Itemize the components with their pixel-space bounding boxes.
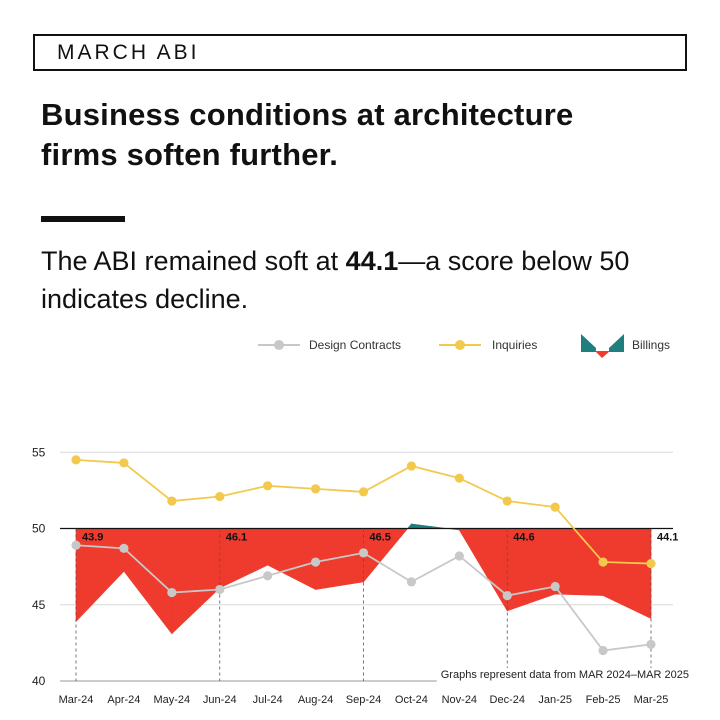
y-tick-40: 40: [32, 674, 46, 688]
contracts-point-Feb-25: [598, 645, 608, 656]
headline: Business conditions at architecture firm…: [41, 95, 691, 175]
contracts-point-May-24: [167, 587, 177, 598]
legend-billings-mark-left: [581, 334, 596, 352]
contracts-point-Oct-24: [406, 577, 417, 587]
x-tick-Feb-25: Feb-25: [586, 694, 621, 706]
billings-label-Sep-24: 46.5: [370, 532, 391, 544]
inquiries-point-Aug-24: [310, 484, 321, 494]
abi-chart: Design Contracts Inquiries Billings 40 45 50 5…: [32, 334, 693, 706]
y-tick-50: 50: [32, 522, 46, 536]
inquiries-point-Dec-24: [502, 496, 512, 506]
contracts-point-Aug-24: [310, 557, 321, 567]
dek-pre: The ABI remained soft at: [41, 246, 346, 276]
contracts-point-Dec-24: [502, 591, 512, 601]
billings-label-Dec-24: 44.6: [513, 532, 534, 544]
dek: The ABI remained soft at 44.1—a score be…: [41, 242, 701, 318]
inquiries-point-Jan-25: [550, 502, 560, 512]
chart-note-background: [436, 668, 693, 682]
inquiries-point-Mar-25: [646, 558, 656, 569]
contracts-point-Jun-24: [215, 584, 225, 595]
inquiries-point-Jul-24: [263, 481, 273, 491]
x-tick-Jul-24: Jul-24: [253, 694, 283, 706]
x-tick-Mar-25: Mar-25: [634, 694, 669, 706]
legend-billings-mark-down: [595, 351, 610, 358]
billings-label-Jun-24: 46.1: [226, 532, 247, 544]
x-tick-Jan-25: Jan-25: [538, 694, 572, 706]
contracts-point-Jul-24: [263, 571, 273, 581]
dek-post: —a score below 50 indicates decline.: [41, 246, 630, 314]
billings-label-Mar-25: 44.1: [657, 532, 678, 544]
billings-area-1: [123, 528, 173, 635]
x-tick-Aug-24: Aug-24: [298, 694, 333, 706]
legend-inquiries-label: Inquiries: [492, 338, 537, 352]
inquiries-point-Jun-24: [215, 491, 225, 502]
x-tick-Apr-24: Apr-24: [107, 694, 140, 706]
inquiries-point-Nov-24: [454, 473, 464, 483]
chart-note: Graphs represent data from MAR 2024–MAR …: [441, 669, 689, 681]
kicker-box: MARCH ABI: [33, 34, 687, 71]
headline-line-1: Business conditions at architecture: [41, 97, 574, 132]
billings-area-5: [315, 528, 364, 590]
inquiries-point-Apr-24: [119, 458, 129, 468]
y-tick-55: 55: [32, 445, 46, 459]
inquiries-point-Oct-24: [406, 461, 417, 471]
divider-rule: [41, 216, 125, 222]
x-tick-Mar-24: Mar-24: [59, 694, 94, 706]
contracts-point-Mar-24: [71, 540, 81, 550]
inquiries-point-Feb-25: [598, 557, 608, 567]
kicker: MARCH ABI: [57, 41, 200, 64]
y-tick-45: 45: [32, 598, 46, 612]
x-tick-Oct-24: Oct-24: [395, 694, 428, 706]
legend-inquiries-marker: [455, 340, 465, 350]
x-tick-Sep-24: Sep-24: [346, 694, 381, 706]
dek-value: 44.1: [345, 246, 399, 276]
legend-contracts-marker: [274, 340, 284, 350]
x-tick-May-24: May-24: [153, 694, 190, 706]
billings-area-2: [171, 528, 221, 635]
billings-area-10: [459, 528, 508, 612]
legend-billings-label: Billings: [632, 338, 670, 352]
inquiries-point-Mar-24: [71, 455, 81, 465]
inquiries-point-May-24: [167, 496, 177, 506]
billings-area-4: [267, 528, 316, 590]
billings-area-7: [406, 523, 412, 529]
contracts-point-Sep-24: [358, 548, 369, 558]
billings-area-12: [554, 528, 604, 596]
x-tick-Jun-24: Jun-24: [203, 694, 237, 706]
contracts-point-Nov-24: [454, 551, 464, 561]
inquiries-point-Sep-24: [358, 487, 369, 497]
headline-line-2: firms soften further.: [41, 137, 339, 172]
contracts-point-Apr-24: [119, 543, 129, 553]
contracts-point-Mar-25: [646, 639, 656, 649]
billings-label-Mar-24: 43.9: [82, 532, 103, 544]
legend-billings-mark-right: [609, 334, 624, 352]
x-tick-Nov-24: Nov-24: [442, 694, 477, 706]
legend-contracts-label: Design Contracts: [309, 338, 401, 352]
x-tick-Dec-24: Dec-24: [490, 694, 525, 706]
billings-area-8: [411, 523, 448, 529]
contracts-point-Jan-25: [550, 581, 560, 592]
